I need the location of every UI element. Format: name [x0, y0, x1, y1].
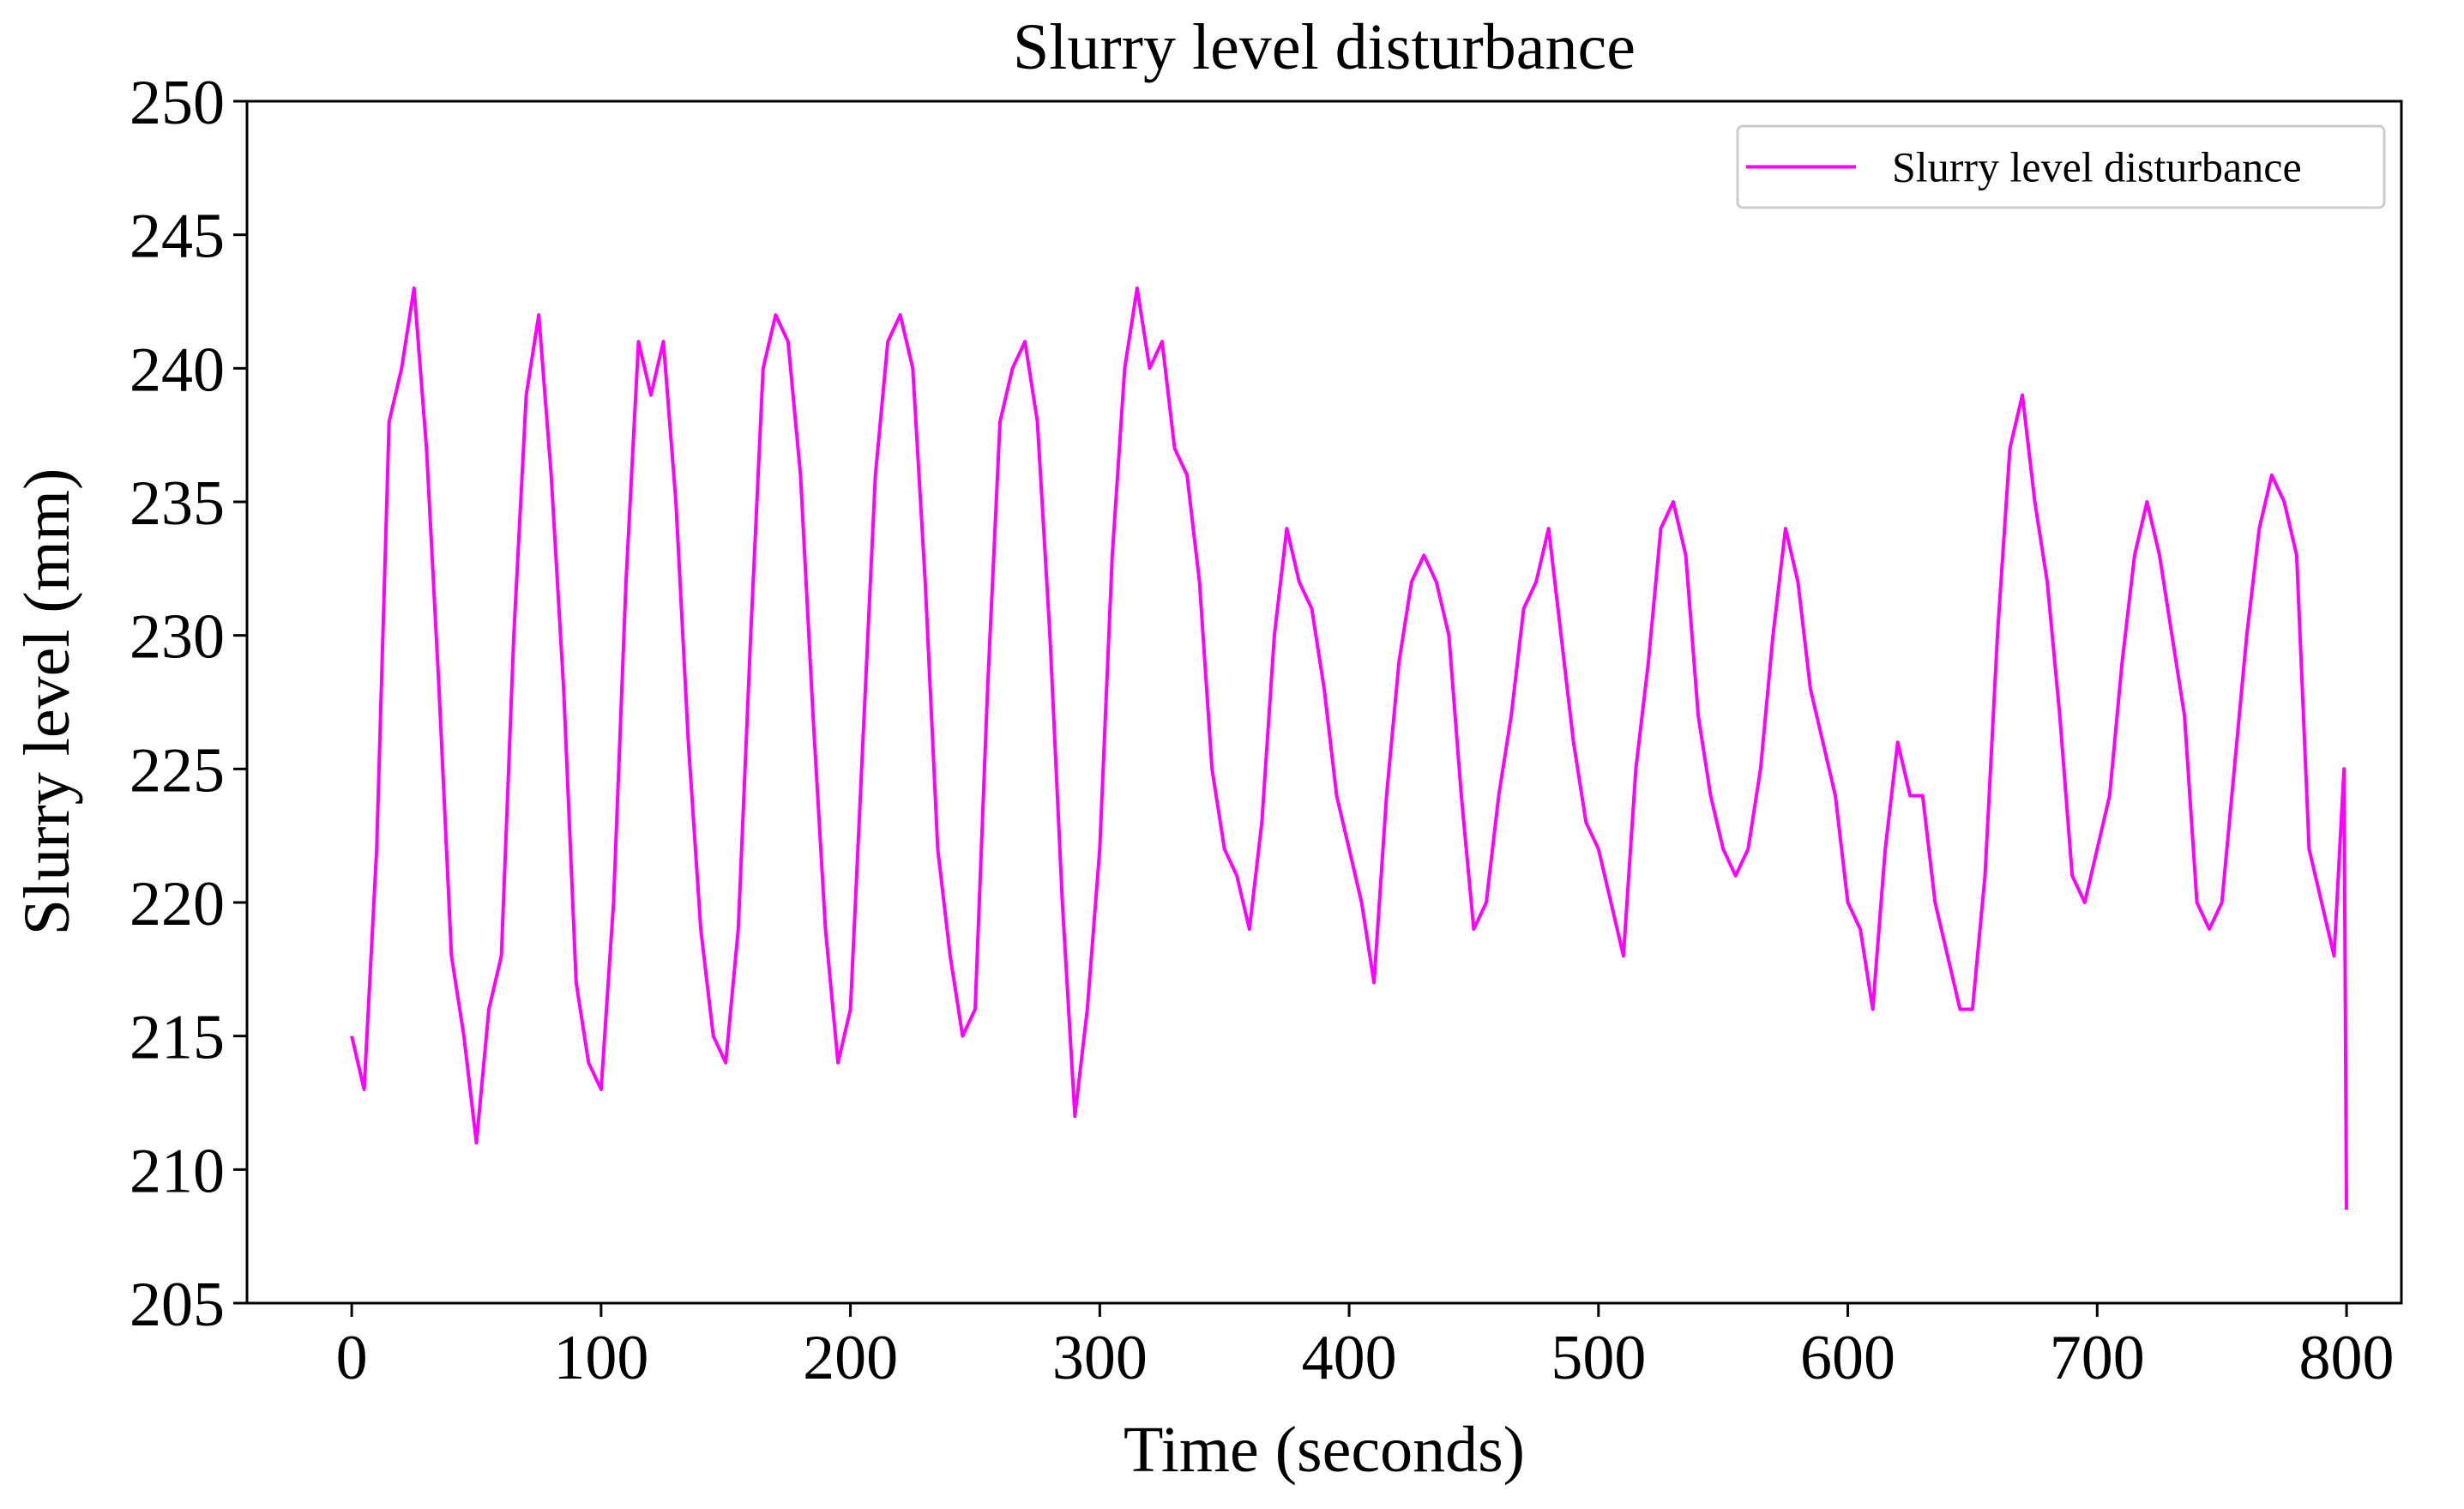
x-tick-label: 500	[1551, 1323, 1646, 1393]
plot-frame	[245, 100, 2403, 1305]
y-tick-label: 225	[130, 735, 225, 806]
y-tick-label: 235	[130, 468, 225, 539]
data-line	[350, 286, 2348, 1210]
y-tick-label: 210	[130, 1136, 225, 1206]
x-tick-label: 800	[2299, 1323, 2395, 1393]
y-tick-label: 240	[130, 335, 225, 405]
y-tick-label: 250	[130, 68, 225, 138]
chart-title: Slurry level disturbance	[1013, 11, 1636, 83]
x-tick-label: 300	[1052, 1323, 1148, 1393]
x-tick-label: 400	[1302, 1323, 1397, 1393]
y-tick-label: 230	[130, 602, 225, 673]
x-axis-label: Time (seconds)	[1124, 1414, 1525, 1486]
x-tick-label: 700	[2050, 1323, 2145, 1393]
x-tick-label: 600	[1800, 1323, 1895, 1393]
y-tick-label: 245	[130, 202, 225, 272]
legend-label: Slurry level disturbance	[1892, 143, 2302, 191]
legend-box	[1736, 124, 2386, 209]
x-tick-label: 200	[803, 1323, 898, 1393]
y-tick-label: 220	[130, 869, 225, 939]
y-tick-label: 215	[130, 1003, 225, 1073]
x-tick-label: 100	[553, 1323, 648, 1393]
y-tick-label: 205	[130, 1270, 225, 1340]
x-tick-label: 0	[336, 1323, 368, 1393]
y-axis-label: Slurry level (mm)	[11, 468, 83, 936]
